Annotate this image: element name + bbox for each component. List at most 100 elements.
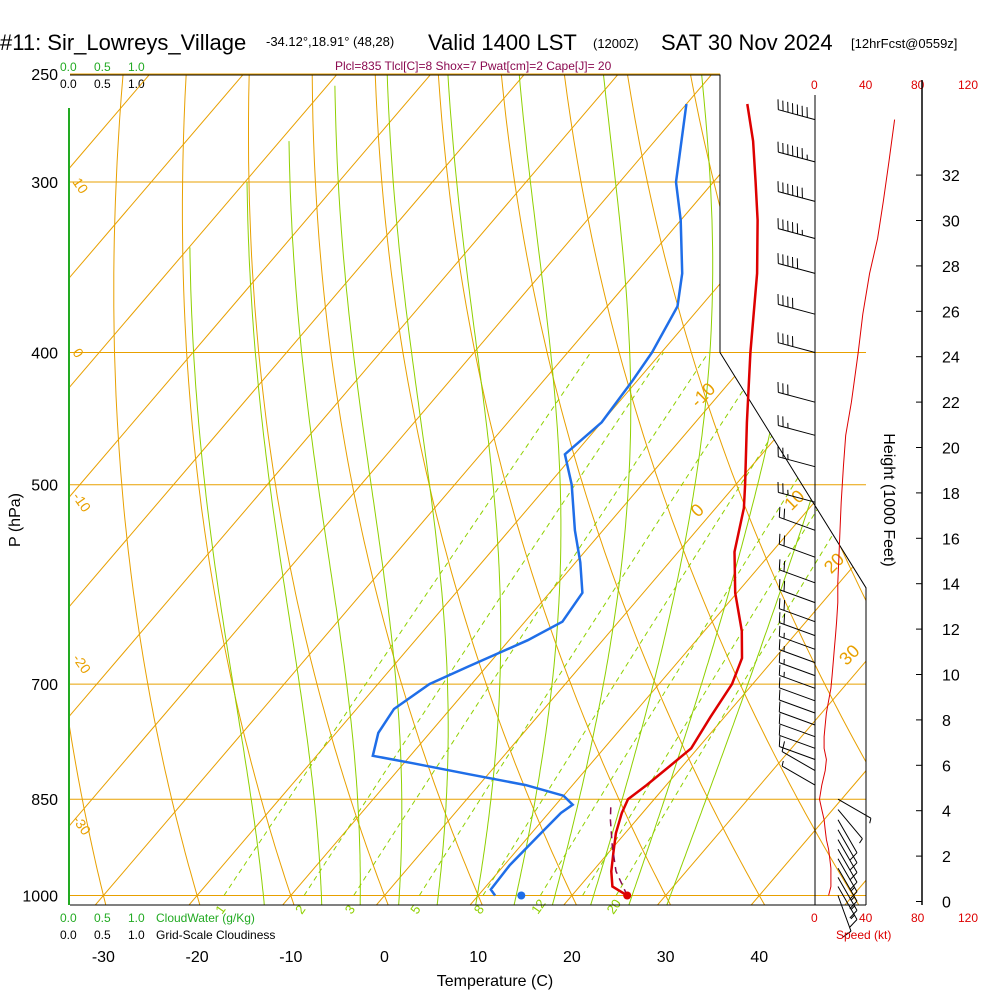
wind-barb bbox=[837, 895, 852, 938]
parcel-trace bbox=[609, 806, 628, 896]
wind-barb bbox=[778, 559, 816, 584]
height-tick-label: 10 bbox=[942, 668, 960, 685]
mixing-ratio-label: 5 bbox=[407, 902, 423, 917]
temperature-tick-label: 40 bbox=[750, 949, 768, 966]
isotherm-line bbox=[640, 75, 866, 905]
wind-barb bbox=[837, 819, 858, 861]
temperature-trace bbox=[610, 103, 759, 897]
wind-barb bbox=[778, 598, 816, 623]
mixing-ratio-label: 20 bbox=[604, 896, 625, 916]
dry-adiabat-line bbox=[560, 75, 866, 905]
moist-adiabat-line bbox=[621, 75, 811, 905]
pressure-tick-label: 250 bbox=[31, 67, 58, 84]
background-lines bbox=[0, 50, 866, 925]
height-tick-label: 18 bbox=[942, 486, 960, 503]
wind-barb bbox=[777, 218, 816, 239]
wind-barb bbox=[778, 652, 816, 677]
adiabat-label: 10 bbox=[70, 175, 92, 197]
valid-time: Valid 1400 LST bbox=[428, 30, 577, 55]
height-tick-label: 20 bbox=[942, 441, 960, 458]
height-tick-label: 6 bbox=[942, 758, 951, 775]
pressure-tick-label: 300 bbox=[31, 175, 58, 192]
cloudiness-scale-top: 0.0 0.5 1.0 bbox=[60, 77, 145, 91]
isotherm-line bbox=[265, 75, 866, 905]
cloudiness-top-1: 0.5 bbox=[94, 77, 111, 91]
height-tick-label: 32 bbox=[942, 168, 960, 185]
cloudiness-top-0: 0.0 bbox=[60, 77, 77, 91]
mixing-ratio-line bbox=[482, 352, 826, 896]
moist-adiabat-line bbox=[446, 75, 502, 905]
wind-barb bbox=[781, 760, 816, 786]
dry-adiabats bbox=[0, 50, 866, 925]
dry-adiabat-line bbox=[311, 75, 492, 905]
mixing-ratio-line bbox=[418, 352, 769, 896]
speed-bottom-2: 80 bbox=[911, 911, 925, 925]
frame-top bbox=[70, 74, 721, 353]
height-tick-label: 2 bbox=[942, 849, 951, 866]
moist-adiabat-line bbox=[584, 75, 714, 905]
sounding-traces bbox=[371, 103, 759, 900]
cloudwater-scale-top: 0.0 0.5 1.0 bbox=[60, 60, 145, 74]
dry-adiabat-line bbox=[747, 75, 866, 905]
wind-barb bbox=[837, 829, 858, 871]
wind-barb bbox=[777, 332, 816, 353]
sounding-params: Plcl=835 Tlcl[C]=8 Shox=7 Pwat[cm]=2 Cap… bbox=[335, 59, 612, 73]
station-title: #11: Sir_Lowreys_Village bbox=[0, 30, 246, 55]
cloudwater-bottom-0: 0.0 bbox=[60, 911, 77, 925]
wind-barbs bbox=[777, 99, 872, 938]
wind-barb bbox=[781, 741, 816, 772]
cloudwater-top-1: 0.5 bbox=[94, 60, 111, 74]
moist-adiabat-line bbox=[288, 141, 361, 905]
adiabat-label: -20 bbox=[70, 651, 95, 677]
isotherm-line bbox=[453, 75, 866, 905]
temperature-tick-label: -10 bbox=[279, 949, 302, 966]
speed-bottom-0: 0 bbox=[811, 911, 818, 925]
temperature-ticks: -30 -20 -10 0 10 20 30 40 bbox=[92, 949, 768, 966]
dry-adiabat-line bbox=[0, 50, 16, 925]
cloudwater-bottom-1: 0.5 bbox=[94, 911, 111, 925]
wind-barb bbox=[778, 533, 816, 558]
wind-barb bbox=[777, 446, 816, 468]
wind-barb bbox=[778, 506, 816, 531]
isotherm-line bbox=[70, 75, 640, 905]
moist-adiabat-line bbox=[246, 181, 323, 905]
moist-adiabat-line bbox=[189, 247, 267, 905]
moist-adiabat-line bbox=[546, 75, 632, 905]
temperature-tick-label: -30 bbox=[92, 949, 115, 966]
dry-adiabat-line bbox=[374, 75, 587, 905]
temperature-tick-label: 10 bbox=[469, 949, 487, 966]
isotherm-line bbox=[734, 75, 866, 905]
adiabat-label: -30 bbox=[70, 812, 95, 838]
moist-adiabat-line bbox=[334, 85, 403, 905]
mixing-ratio-line bbox=[223, 352, 592, 896]
mixing-ratio-label: 3 bbox=[342, 902, 358, 917]
cloudwater-top-2: 1.0 bbox=[128, 60, 145, 74]
isotherm-line bbox=[78, 75, 827, 905]
wind-barb bbox=[777, 481, 816, 503]
wind-barb bbox=[778, 689, 816, 714]
cloudwater-top-0: 0.0 bbox=[60, 60, 77, 74]
mixing-ratio-label: 2 bbox=[292, 902, 308, 917]
surface-temperature-dot bbox=[623, 891, 632, 900]
isotherm-line bbox=[70, 75, 359, 905]
speed-top-3: 120 bbox=[958, 78, 978, 92]
dewpoint-trace bbox=[371, 103, 688, 897]
mixing-ratio-labels: 1 2 3 5 8 12 20 bbox=[212, 896, 624, 916]
wind-speed-line bbox=[818, 119, 896, 896]
height-tick-label: 30 bbox=[942, 214, 960, 231]
wind-barb bbox=[778, 724, 816, 749]
cloudwater-scale-bottom: 0.0 0.5 1.0 CloudWater (g/Kg) bbox=[60, 911, 255, 925]
pressure-tick-label: 500 bbox=[31, 478, 58, 495]
pressure-tick-label: 1000 bbox=[22, 889, 58, 906]
wind-barb bbox=[837, 839, 858, 881]
wind-barb bbox=[778, 639, 816, 664]
speed-top-1: 40 bbox=[859, 78, 873, 92]
moist-adiabat-line bbox=[659, 75, 866, 905]
station-coords: -34.12°,18.91° (48,28) bbox=[266, 34, 394, 49]
wind-barb bbox=[777, 415, 816, 436]
wind-barb bbox=[837, 809, 863, 844]
wind-barb bbox=[777, 99, 816, 121]
wind-barb bbox=[778, 736, 816, 760]
pressure-tick-label: 400 bbox=[31, 346, 58, 363]
